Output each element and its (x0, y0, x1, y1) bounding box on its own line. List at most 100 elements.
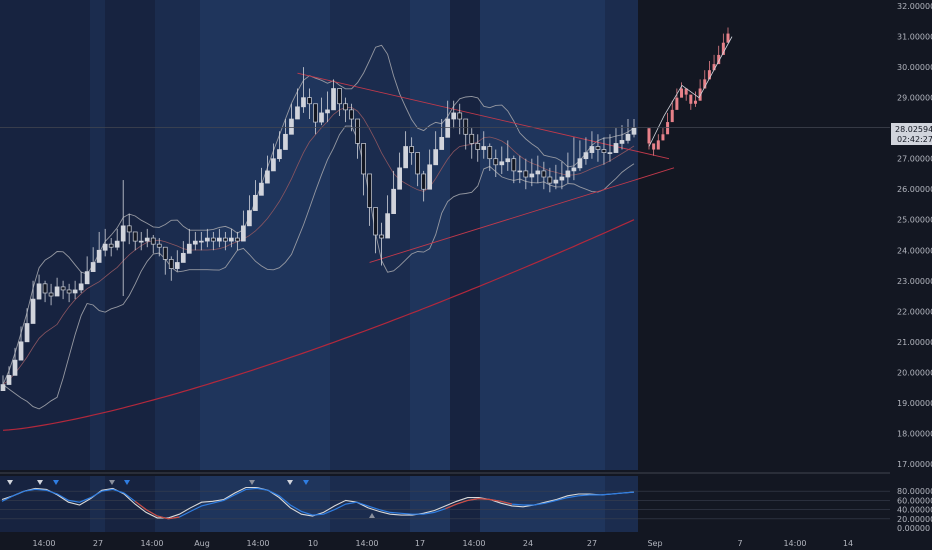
candle-body (463, 118, 469, 135)
candle-body (361, 143, 366, 175)
candle-body (397, 167, 402, 190)
candle-body (553, 179, 559, 184)
price-tick-label: 23.00000 (897, 277, 932, 286)
candle-body (373, 207, 378, 236)
candle-body (66, 289, 72, 294)
forecast-body (726, 33, 730, 43)
time-tick-label: Sep (647, 539, 662, 548)
forecast-body (689, 94, 693, 104)
candle-body (96, 249, 102, 263)
candle-body (421, 173, 427, 190)
forecast-body (693, 100, 697, 104)
time-tick-label: 14 (843, 539, 853, 548)
candle-body (583, 152, 589, 160)
oscillator-tick-label: 40.00000 (897, 506, 932, 515)
price-tick-label: 17.00000 (897, 460, 932, 469)
bollinger-upper (2, 44, 635, 385)
candle-body (36, 283, 42, 300)
candle-body (619, 140, 625, 144)
candle-body (517, 170, 523, 173)
current-price-tag: 28.02594 02:42:27 (891, 123, 932, 145)
candle-body (499, 161, 505, 166)
candle-body (72, 289, 78, 294)
signal-marker-down (37, 480, 43, 485)
oscillator-tick-label: 60.00000 (897, 496, 932, 505)
oscillator-tick-label: 80.00000 (897, 487, 932, 496)
candle-body (529, 173, 535, 178)
candle-body (265, 170, 270, 184)
session-band-8 (480, 0, 605, 470)
signal-marker-down (124, 480, 130, 485)
osc-session-band-4 (200, 476, 330, 532)
bollinger-lower (2, 125, 635, 410)
candle-body (541, 170, 547, 178)
price-tick-label: 27.00000 (897, 155, 932, 164)
candle-body (60, 286, 66, 291)
candle-body (48, 292, 54, 297)
forecast-path (648, 36, 733, 147)
candle-body (174, 262, 180, 269)
candle-body (54, 286, 60, 297)
time-tick-label: 27 (93, 539, 103, 548)
time-tick-label: 14:00 (246, 539, 269, 548)
price-tick-label: 19.00000 (897, 399, 932, 408)
stoch-red-segment (134, 500, 180, 520)
candle-body (204, 237, 210, 242)
candle-body (625, 133, 631, 141)
candle-body (168, 259, 174, 269)
trendline-lower (369, 167, 675, 263)
price-tag-box (891, 123, 932, 145)
candle-body (457, 112, 463, 120)
forecast-body (717, 54, 721, 65)
forecast-body (661, 134, 665, 141)
session-band-4 (200, 0, 330, 470)
candle-body (433, 149, 439, 166)
time-tick-label: 14:00 (140, 539, 163, 548)
price-tick-label: 26.00000 (897, 185, 932, 194)
candle-body (451, 112, 457, 120)
candle-body (210, 237, 216, 242)
candle-body (445, 118, 451, 138)
candle-body (349, 109, 354, 120)
candle-body (150, 237, 156, 245)
stochastic-pane[interactable] (0, 480, 890, 520)
candle-body (301, 97, 306, 108)
candle-body (511, 158, 517, 172)
price-tick-label: 24.00000 (897, 246, 932, 255)
candle-body (12, 359, 18, 376)
candle-body (132, 231, 138, 242)
moving-average-line (2, 219, 635, 431)
candle-body (289, 118, 294, 135)
forecast-body (684, 88, 688, 95)
time-tick-label: 10 (308, 539, 318, 548)
candle-body (595, 146, 601, 150)
candle-body (42, 283, 48, 294)
time-axis[interactable]: 14:00 27 14:00 Aug 14:00 10 14:00 17 14:00 24 27 Se… (32, 539, 853, 548)
candle-body (277, 149, 282, 160)
time-tick-label: 14:00 (32, 539, 55, 548)
candle-body (0, 384, 6, 391)
forecast-body (707, 70, 711, 80)
stoch-k-line (1, 487, 635, 520)
time-tick-label: 17 (415, 539, 425, 548)
candle-body (475, 143, 481, 150)
candle-body (126, 225, 132, 233)
price-tick-label: 25.00000 (897, 216, 932, 225)
candle-body (577, 158, 583, 169)
forecast-body (647, 128, 651, 144)
forecast-body (680, 88, 684, 98)
main-pane[interactable] (0, 27, 890, 431)
signal-marker-down (53, 480, 59, 485)
candle-body (487, 146, 493, 160)
price-axis[interactable]: 17.00000 18.00000 19.00000 20.00000 21.00000… (897, 2, 932, 469)
candle-body (271, 158, 276, 172)
candle-body (253, 194, 258, 211)
candle-body (18, 341, 24, 361)
candle-body (247, 210, 252, 227)
candle-body (283, 133, 288, 150)
signal-marker-down (109, 480, 115, 485)
candle-body (78, 283, 84, 291)
candle-body (24, 323, 30, 343)
